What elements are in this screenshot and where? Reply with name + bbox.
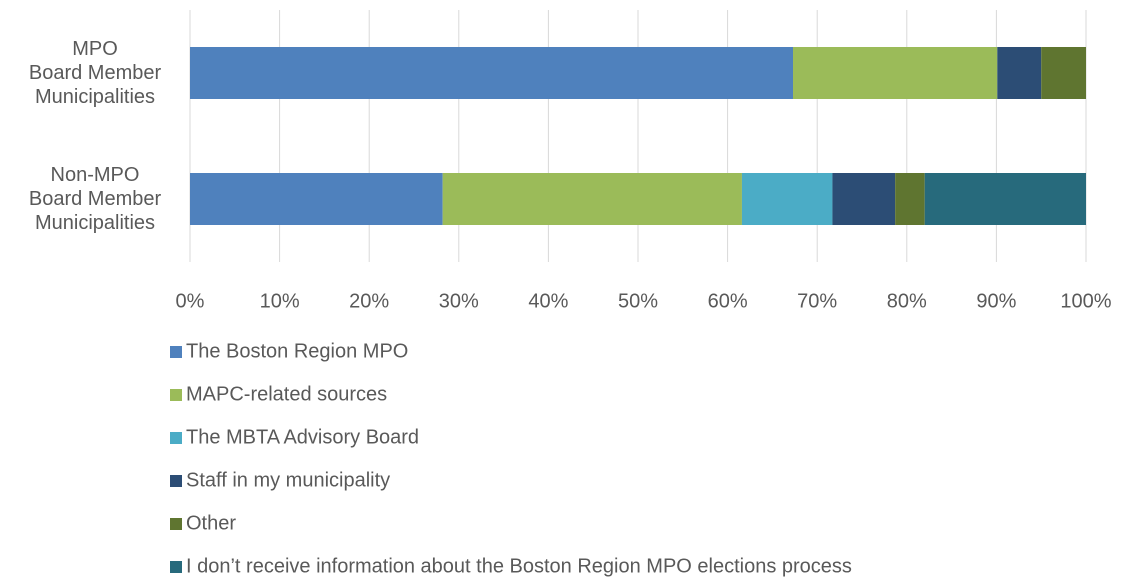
legend-label: Staff in my municipality	[186, 469, 390, 491]
legend-label: I don’t receive information about the Bo…	[186, 555, 852, 577]
x-tick-label: 40%	[528, 290, 568, 312]
y-tick-label: MPO Board Member Municipalities	[28, 38, 162, 108]
bar-segment	[793, 47, 998, 99]
bar-segment	[832, 173, 896, 225]
x-tick-label: 80%	[887, 290, 927, 312]
bar-segment	[190, 47, 794, 99]
legend-label: The MBTA Advisory Board	[186, 426, 419, 448]
legend-label: Other	[186, 512, 236, 534]
legend-swatch	[170, 518, 182, 530]
legend-swatch	[170, 389, 182, 401]
x-tick-label: 50%	[618, 290, 658, 312]
legend-label: MAPC-related sources	[186, 383, 387, 405]
bar-segment	[190, 173, 443, 225]
legend-swatch	[170, 475, 182, 487]
bar-segment	[741, 173, 833, 225]
x-tick-label: 0%	[176, 290, 205, 312]
legend-swatch	[170, 346, 182, 358]
bar-segment	[895, 173, 925, 225]
bar-segment	[924, 173, 1086, 225]
x-tick-label: 90%	[976, 290, 1016, 312]
x-tick-label: 70%	[797, 290, 837, 312]
legend-swatch	[170, 561, 182, 573]
y-tick-label: Non-MPO Board Member Municipalities	[28, 164, 162, 234]
legend-swatch	[170, 432, 182, 444]
x-tick-label: 100%	[1060, 290, 1111, 312]
legend-label: The Boston Region MPO	[186, 340, 408, 362]
bar-segment	[997, 47, 1042, 99]
bar-segment	[442, 173, 742, 225]
x-tick-label: 10%	[260, 290, 300, 312]
x-tick-label: 30%	[439, 290, 479, 312]
x-tick-label: 20%	[349, 290, 389, 312]
bar-segment	[1041, 47, 1086, 99]
x-tick-label: 60%	[708, 290, 748, 312]
